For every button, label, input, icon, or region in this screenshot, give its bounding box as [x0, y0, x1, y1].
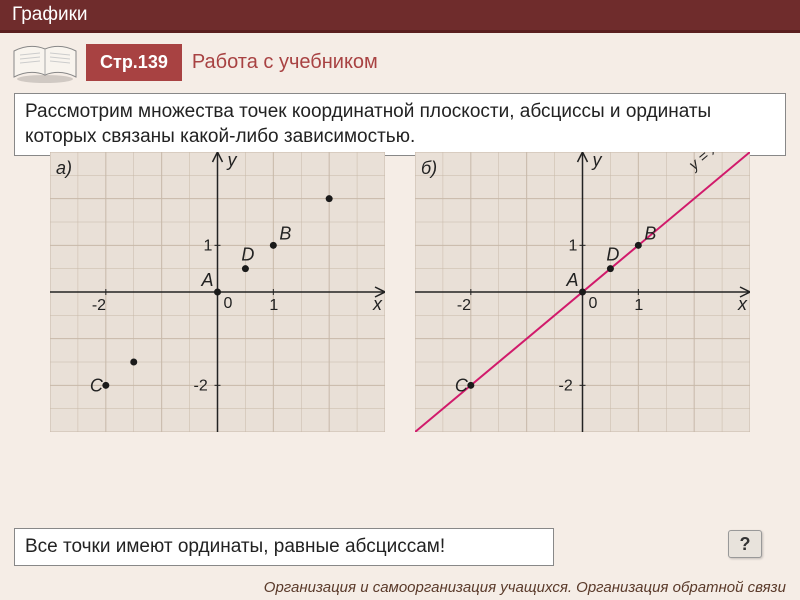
svg-text:C: C — [455, 376, 469, 396]
chart-b: б) xy-21-210y = xCADB — [415, 152, 750, 432]
page-badge: Стр.139 — [86, 44, 182, 81]
svg-text:y: y — [591, 152, 603, 170]
chart-a-label: а) — [56, 158, 72, 179]
svg-text:1: 1 — [569, 238, 578, 255]
work-title: Работа с учебником — [188, 50, 378, 74]
header-bar: Графики — [0, 0, 800, 30]
charts-row: а) xy-21-210CADB б) xy-21-210y = xCADB — [0, 152, 800, 432]
svg-text:D: D — [606, 245, 619, 265]
plot-b: xy-21-210y = xCADB — [415, 152, 750, 432]
svg-text:1: 1 — [269, 297, 278, 314]
chart-a: а) x y -2 1 -2 1 0 C A D B — [50, 152, 385, 432]
svg-text:x: x — [737, 294, 748, 314]
svg-text:C: C — [90, 376, 104, 396]
svg-text:-2: -2 — [559, 378, 573, 395]
open-book-icon — [10, 39, 80, 85]
svg-text:A: A — [566, 270, 579, 290]
intro-text: Рассмотрим множества точек координатной … — [14, 93, 786, 156]
svg-text:0: 0 — [589, 295, 598, 312]
sub-header: Стр.139 Работа с учебником — [0, 33, 800, 91]
svg-text:1: 1 — [634, 297, 643, 314]
svg-text:0: 0 — [224, 295, 233, 312]
svg-text:B: B — [279, 224, 291, 244]
header-title: Графики — [12, 4, 88, 25]
plot-a: x y -2 1 -2 1 0 C A D B — [50, 152, 385, 432]
svg-text:1: 1 — [204, 238, 213, 255]
svg-text:y: y — [226, 152, 238, 170]
question-button[interactable]: ? — [728, 530, 762, 558]
svg-text:-2: -2 — [194, 378, 208, 395]
svg-text:B: B — [644, 224, 656, 244]
svg-text:D: D — [241, 245, 254, 265]
svg-text:-2: -2 — [457, 297, 471, 314]
svg-text:x: x — [372, 294, 383, 314]
chart-b-label: б) — [421, 158, 437, 179]
svg-text:A: A — [201, 270, 214, 290]
footer-text: Организация и самоорганизация учащихся. … — [264, 579, 786, 596]
svg-text:-2: -2 — [92, 297, 106, 314]
answer-text: Все точки имеют ординаты, равные абсцисс… — [14, 528, 554, 566]
